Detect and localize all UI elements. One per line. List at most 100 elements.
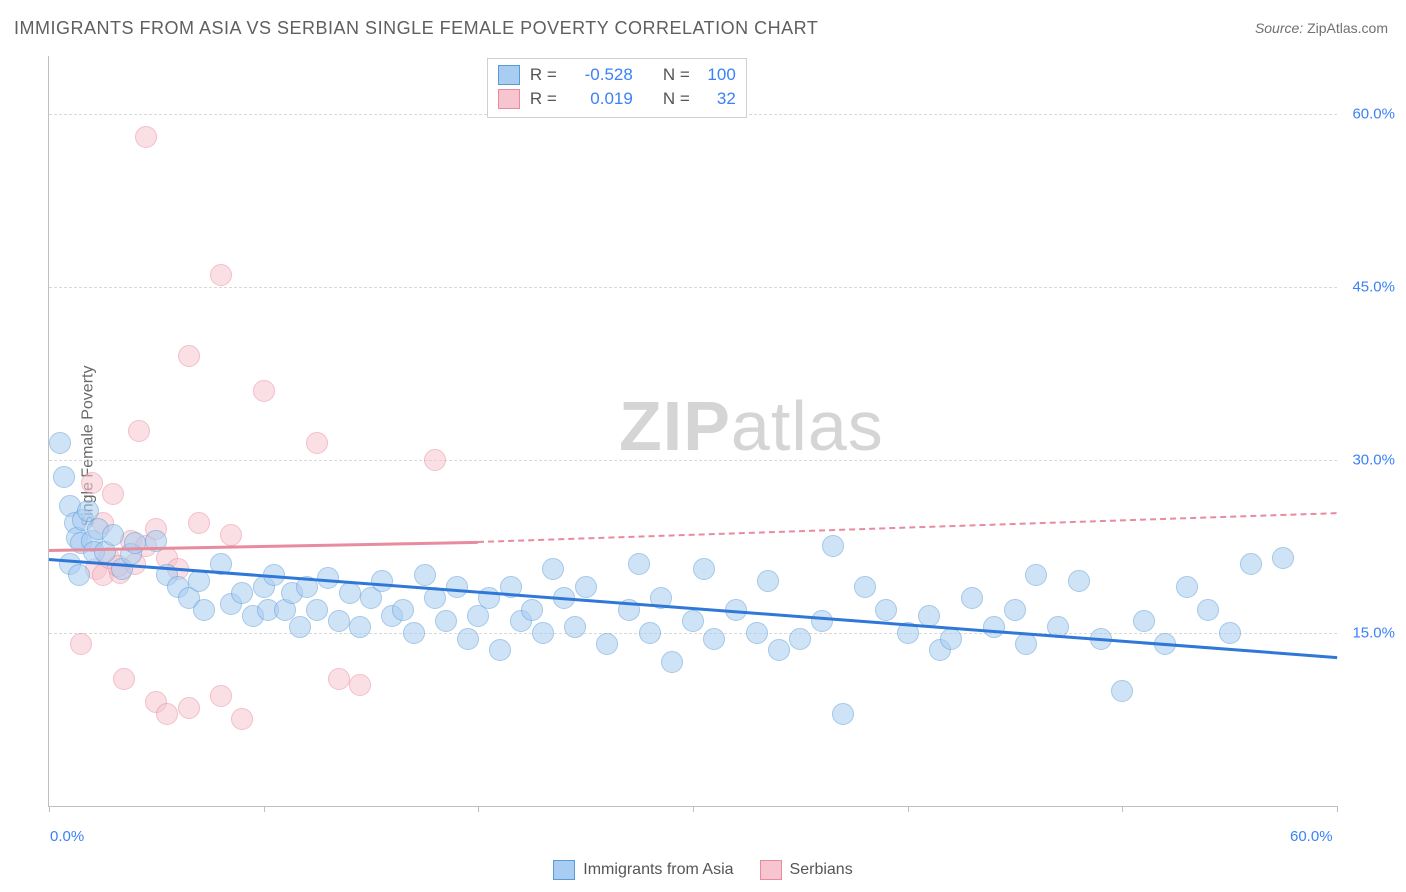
data-point-asia — [306, 599, 328, 621]
data-point-asia — [832, 703, 854, 725]
x-tick-mark — [478, 806, 479, 812]
data-point-serb — [156, 703, 178, 725]
data-point-asia — [639, 622, 661, 644]
data-point-asia — [1111, 680, 1133, 702]
data-point-asia — [811, 610, 833, 632]
data-point-serb — [220, 524, 242, 546]
legend-item-asia: Immigrants from Asia — [553, 860, 733, 880]
data-point-asia — [918, 605, 940, 627]
correlation-stats-box: R =-0.528N =100R =0.019N =32 — [487, 58, 747, 118]
legend-swatch-serb — [760, 860, 782, 880]
source-value: ZipAtlas.com — [1307, 20, 1388, 36]
data-point-serb — [178, 345, 200, 367]
legend-label-asia: Immigrants from Asia — [583, 861, 733, 879]
data-point-asia — [693, 558, 715, 580]
data-point-serb — [231, 708, 253, 730]
watermark: ZIPatlas — [619, 386, 884, 466]
data-point-serb — [81, 472, 103, 494]
data-point-asia — [349, 616, 371, 638]
stats-row-serb: R =0.019N =32 — [498, 87, 736, 111]
data-point-asia — [53, 466, 75, 488]
data-point-asia — [757, 570, 779, 592]
x-tick-label: 60.0% — [1290, 828, 1333, 845]
data-point-asia — [102, 524, 124, 546]
data-point-asia — [854, 576, 876, 598]
data-point-serb — [349, 674, 371, 696]
data-point-asia — [339, 582, 361, 604]
data-point-asia — [703, 628, 725, 650]
gridline — [49, 633, 1337, 634]
source-label: Source: — [1255, 20, 1303, 36]
data-point-serb — [253, 380, 275, 402]
data-point-asia — [746, 622, 768, 644]
data-point-asia — [457, 628, 479, 650]
trendline-serb-extrapolated — [478, 512, 1337, 543]
data-point-asia — [1219, 622, 1241, 644]
data-point-asia — [317, 567, 339, 589]
x-tick-mark — [264, 806, 265, 812]
data-point-asia — [49, 432, 71, 454]
stats-n-value-asia: 100 — [700, 63, 736, 87]
stats-r-label: R = — [530, 63, 557, 87]
data-point-asia — [414, 564, 436, 586]
stats-r-label: R = — [530, 87, 557, 111]
data-point-asia — [1240, 553, 1262, 575]
stats-swatch-serb — [498, 89, 520, 109]
data-point-asia — [1272, 547, 1294, 569]
x-tick-mark — [1337, 806, 1338, 812]
data-point-asia — [193, 599, 215, 621]
stats-swatch-asia — [498, 65, 520, 85]
data-point-serb — [210, 685, 232, 707]
x-tick-mark — [693, 806, 694, 812]
watermark-zip: ZIP — [619, 387, 731, 465]
data-point-asia — [289, 616, 311, 638]
data-point-asia — [682, 610, 704, 632]
gridline — [49, 287, 1337, 288]
data-point-asia — [1176, 576, 1198, 598]
data-point-serb — [328, 668, 350, 690]
gridline — [49, 460, 1337, 461]
data-point-serb — [178, 697, 200, 719]
data-point-asia — [983, 616, 1005, 638]
data-point-serb — [128, 420, 150, 442]
data-point-asia — [403, 622, 425, 644]
data-point-asia — [875, 599, 897, 621]
y-tick-label: 30.0% — [1341, 451, 1395, 468]
data-point-asia — [961, 587, 983, 609]
data-point-asia — [1068, 570, 1090, 592]
data-point-serb — [424, 449, 446, 471]
data-point-asia — [231, 582, 253, 604]
data-point-asia — [628, 553, 650, 575]
data-point-asia — [940, 628, 962, 650]
stats-r-value-serb: 0.019 — [567, 87, 633, 111]
stats-n-label: N = — [663, 63, 690, 87]
data-point-serb — [135, 126, 157, 148]
y-tick-label: 45.0% — [1341, 278, 1395, 295]
data-point-asia — [575, 576, 597, 598]
legend-item-serb: Serbians — [760, 860, 853, 880]
data-point-asia — [532, 622, 554, 644]
watermark-rest: atlas — [731, 387, 884, 465]
data-point-asia — [822, 535, 844, 557]
y-tick-label: 15.0% — [1341, 624, 1395, 641]
data-point-asia — [1015, 633, 1037, 655]
data-point-asia — [371, 570, 393, 592]
data-point-serb — [188, 512, 210, 534]
data-point-asia — [124, 532, 146, 554]
data-point-asia — [768, 639, 790, 661]
data-point-asia — [68, 564, 90, 586]
x-tick-mark — [908, 806, 909, 812]
data-point-asia — [564, 616, 586, 638]
data-point-asia — [188, 570, 210, 592]
data-point-asia — [435, 610, 457, 632]
legend-swatch-asia — [553, 860, 575, 880]
legend-label-serb: Serbians — [790, 861, 853, 879]
chart-title: IMMIGRANTS FROM ASIA VS SERBIAN SINGLE F… — [14, 18, 818, 39]
series-legend: Immigrants from Asia Serbians — [0, 860, 1406, 880]
data-point-asia — [489, 639, 511, 661]
data-point-serb — [113, 668, 135, 690]
data-point-asia — [392, 599, 414, 621]
data-point-asia — [542, 558, 564, 580]
data-point-asia — [1133, 610, 1155, 632]
stats-n-value-serb: 32 — [700, 87, 736, 111]
